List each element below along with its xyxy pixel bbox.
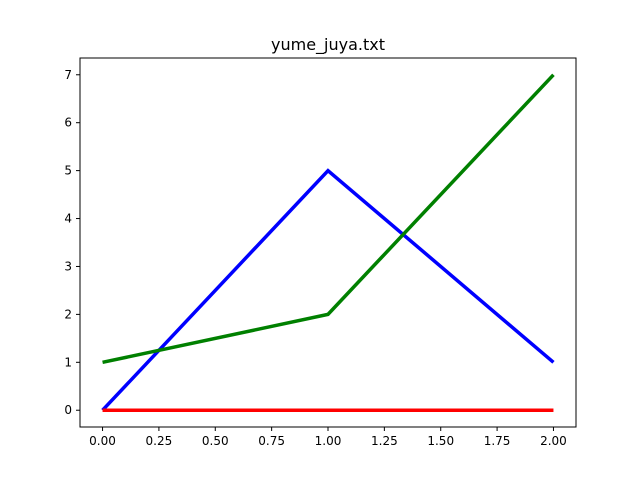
x-tick-label: 2.00 <box>540 434 567 448</box>
plot-area: 0.00 0.25 0.50 0.75 1.00 1.25 1.50 1.75 2.00 0 1 2 3… <box>64 57 577 448</box>
x-tick-label: 1.25 <box>371 434 398 448</box>
y-tick-label: 3 <box>64 259 72 273</box>
x-tick-label: 1.75 <box>484 434 511 448</box>
x-tick-label: 1.50 <box>427 434 454 448</box>
x-tick-label: 0.75 <box>258 434 285 448</box>
y-tick-label: 5 <box>64 164 72 178</box>
x-tick-label: 0.50 <box>202 434 229 448</box>
series-line-0 <box>101 168 555 412</box>
y-tick-label: 4 <box>64 212 72 226</box>
x-tick-label: 0.25 <box>146 434 173 448</box>
series-line-1 <box>102 73 555 365</box>
y-tick-label: 6 <box>64 116 72 130</box>
y-tick-label: 2 <box>64 307 72 321</box>
x-tick-label: 0.00 <box>89 434 116 448</box>
y-tick-label: 0 <box>64 403 72 417</box>
chart-title: yume_juya.txt <box>271 35 385 55</box>
y-tick-label: 1 <box>64 355 72 369</box>
y-tick-label: 7 <box>64 68 72 82</box>
x-tick-label: 1.00 <box>315 434 342 448</box>
